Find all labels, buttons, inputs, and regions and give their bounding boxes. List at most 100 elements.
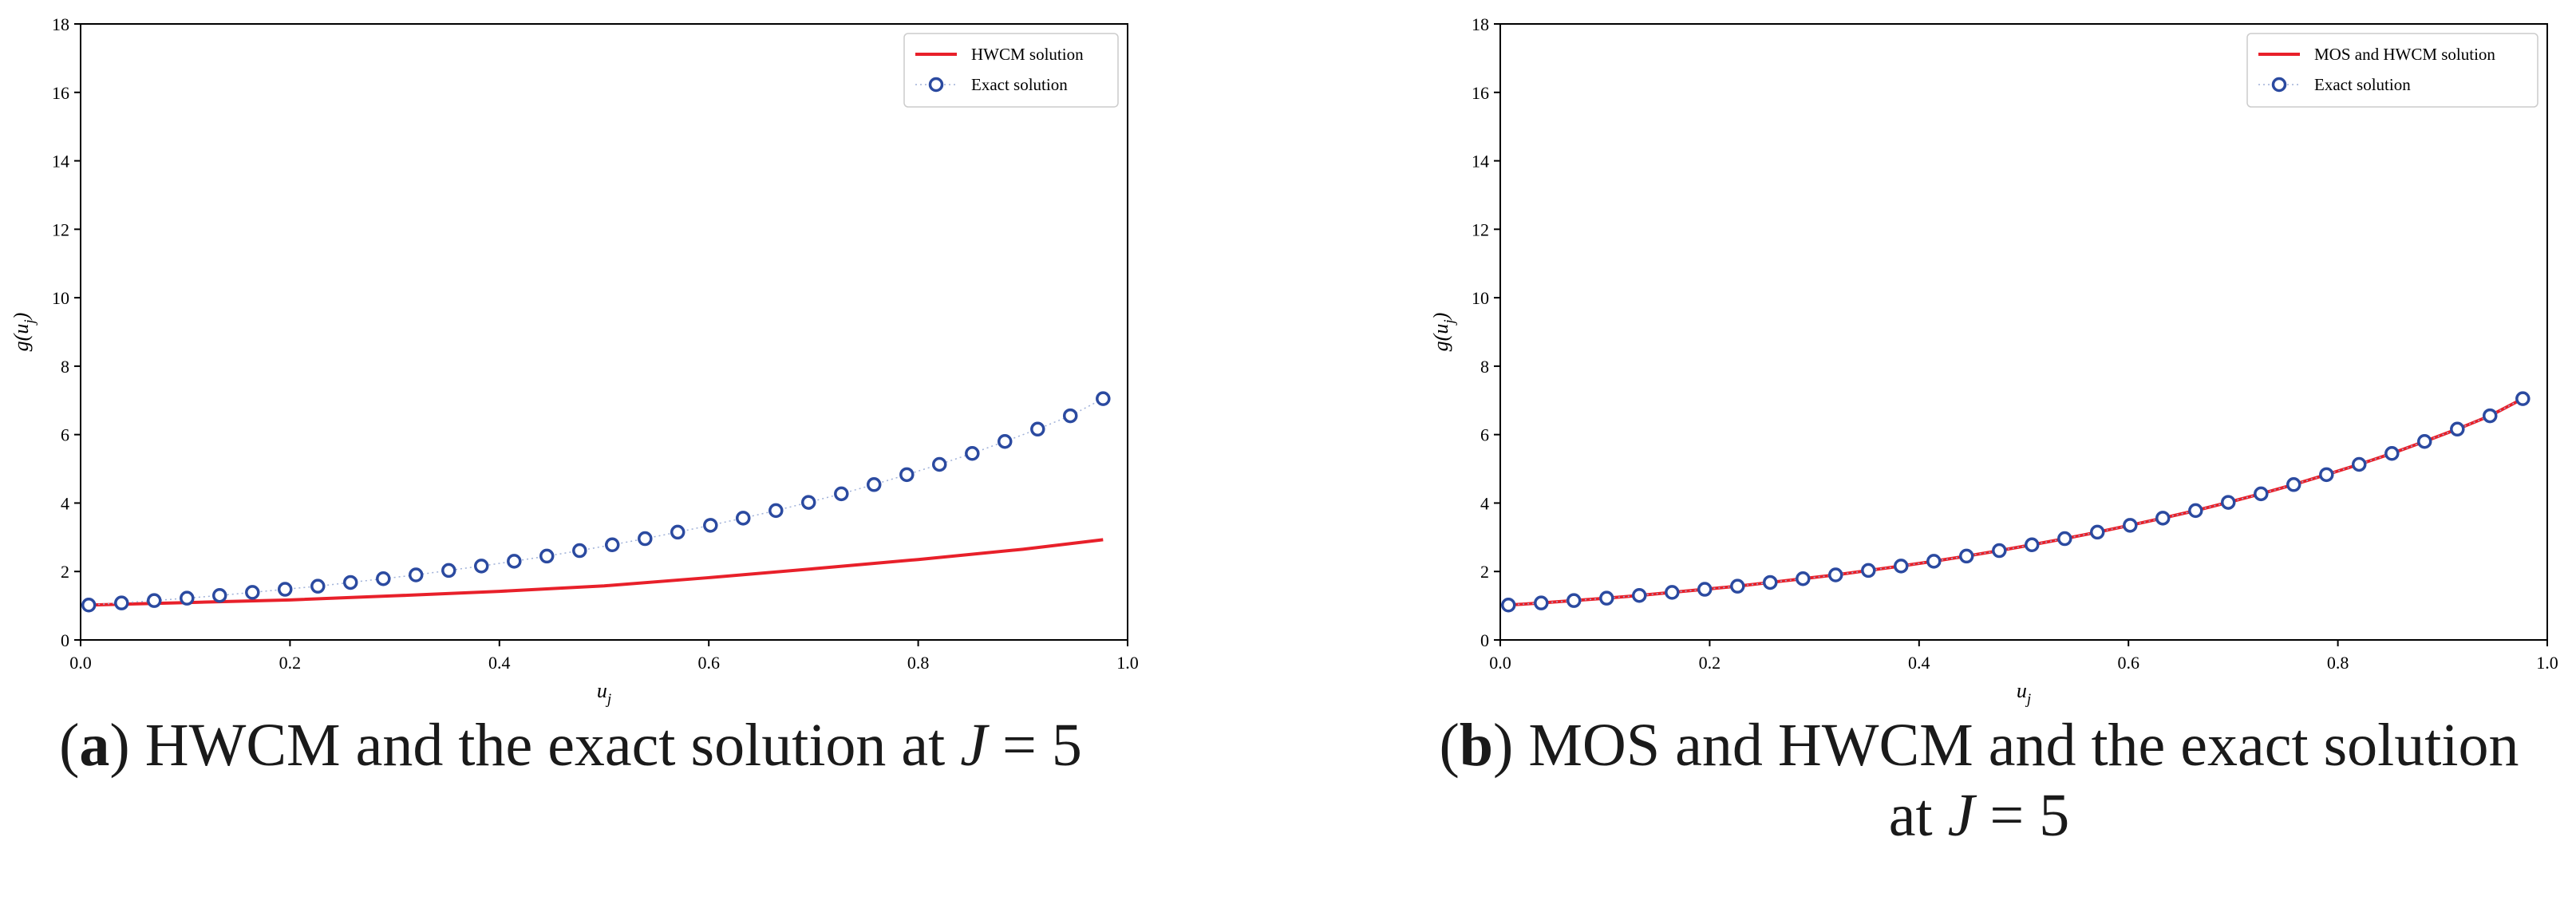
- panel-b-data-point: [2384, 446, 2400, 461]
- panel-b-y-tick-label: 8: [1480, 357, 1489, 377]
- panel-b-y-tick-label: 4: [1480, 493, 1489, 513]
- panel-a-data-point: [277, 582, 293, 597]
- panel-a-x-axis-label: uj: [597, 679, 611, 708]
- panel-b-data-point: [2254, 486, 2269, 502]
- panel-b-data-point: [1534, 595, 1549, 610]
- panel-b-data-point: [1992, 543, 2007, 559]
- panel-b-y-tick-label: 12: [1472, 219, 1489, 239]
- panel-a-y-tick-label: 12: [52, 219, 69, 239]
- panel-b-data-point: [1926, 554, 1942, 569]
- panel-a-data-point: [507, 554, 522, 569]
- panel-a-y-tick-label: 18: [52, 14, 69, 34]
- panel-a-y-tick-label: 14: [52, 152, 69, 172]
- panel-a-data-point: [1062, 408, 1078, 424]
- panel-a-x-tick-label: 1.0: [1116, 653, 1139, 673]
- caption-b-text-line1: MOS and HWCM and the exact solution: [1528, 712, 2519, 779]
- panel-a-data-point: [965, 446, 980, 461]
- panel-b-data-point: [2319, 467, 2334, 483]
- panel-a-data-point: [834, 486, 849, 502]
- panel-a-y-tick-label: 10: [52, 288, 69, 308]
- caption-a-text: HWCM and the exact solution at: [144, 712, 946, 779]
- panel-b-data-point: [2024, 537, 2040, 553]
- panel-b-legend-label: Exact solution: [2314, 75, 2411, 94]
- panel-a-x-tick-label: 0.2: [279, 653, 302, 673]
- panel-b-data-point: [1762, 575, 1778, 590]
- chart-panel-a: 0.0 0.2 0.4 0.6 0.8 1.0 0 2 4 6 8 10 12 14 16 18 uj g(uj)…: [10, 14, 1139, 708]
- panel-a-legend-label: Exact solution: [971, 75, 1068, 94]
- panel-b-data-point: [2351, 456, 2367, 472]
- panel-a-x-tick-label: 0.6: [697, 653, 720, 673]
- panel-b-x-axis-label: uj: [2017, 679, 2031, 708]
- panel-b-data-point: [1958, 548, 1974, 564]
- panel-b-data-point: [1827, 567, 1843, 582]
- panel-b-data-point: [2450, 421, 2465, 437]
- panel-a-legend: HWCM solution Exact solution: [903, 33, 1119, 108]
- panel-b-legend-label: MOS and HWCM solution: [2314, 45, 2495, 64]
- panel-b-data-point: [2155, 511, 2171, 526]
- panel-a-data-point: [81, 598, 97, 613]
- panel-a-x-tick-label: 0.4: [488, 653, 511, 673]
- panel-b-data-point: [1665, 585, 1680, 600]
- panel-b-x-tick-label: 1.0: [2536, 653, 2558, 673]
- panel-a-data-point: [638, 531, 653, 547]
- caption-b-label: b: [1459, 712, 1494, 779]
- panel-b-series-line: [1508, 397, 2524, 607]
- panel-a-data-point: [997, 433, 1013, 449]
- caption-a: (a) HWCM and the exact solution at J = 5: [59, 712, 1082, 779]
- caption-a-label: a: [79, 712, 110, 779]
- panel-a-data-point: [703, 518, 718, 533]
- panel-b-data-point: [2057, 531, 2072, 547]
- panel-a-y-tick-label: 8: [61, 357, 69, 377]
- panel-a-data-point: [1096, 391, 1111, 406]
- panel-b-data-point: [1730, 578, 1745, 594]
- panel-a-data-point: [245, 585, 260, 600]
- panel-b-data-point: [1566, 593, 1582, 608]
- panel-b-y-axis-label: g(uj): [1429, 313, 1458, 352]
- panel-a-data-point: [539, 548, 555, 564]
- caption-a-math: J: [960, 712, 988, 779]
- panel-a-y-tick-label: 16: [52, 83, 69, 103]
- panel-a-legend-box: [903, 33, 1119, 108]
- panel-b-x-tick-label: 0.0: [1489, 653, 1511, 673]
- panel-b-plot-frame: [1499, 23, 2548, 641]
- panel-a-series-dotted-line: [89, 397, 1104, 606]
- panel-b-x-tick-label: 0.8: [2327, 653, 2349, 673]
- panel-b-x-tick-label: 0.2: [1699, 653, 1721, 673]
- caption-b-text-line2: at: [1888, 782, 1933, 849]
- panel-a-data-point: [376, 571, 391, 586]
- panel-a-data-point: [342, 575, 358, 590]
- panel-a-data-point: [800, 495, 816, 510]
- panel-b-x-tick-label: 0.4: [1908, 653, 1930, 673]
- panel-b-legend-box: [2246, 33, 2538, 108]
- panel-a-data-point: [899, 467, 915, 483]
- panel-b-data-point: [2515, 391, 2531, 406]
- panel-b-data-point: [2416, 433, 2432, 449]
- panel-a-data-point: [1030, 421, 1045, 437]
- chart-panel-b: 0.0 0.2 0.4 0.6 0.8 1.0 0 2 4 6 8 10 12 14 16 18 uj g(uj)…: [1429, 14, 2558, 708]
- panel-a-data-point: [866, 477, 882, 492]
- panel-a-plot-frame: [80, 23, 1128, 641]
- panel-b-legend: MOS and HWCM solution Exact solution: [2246, 33, 2538, 108]
- panel-a-y-tick-label: 0: [61, 630, 69, 650]
- panel-a-data-point: [604, 537, 620, 553]
- panel-b-data-point: [1861, 563, 1876, 578]
- caption-a-eq: = 5: [1002, 712, 1082, 779]
- caption-b-math: J: [1947, 782, 1975, 849]
- panel-b-data-point: [1599, 590, 1614, 606]
- panel-a-data-point: [114, 595, 129, 610]
- panel-a-y-axis-label: g(uj): [10, 313, 38, 352]
- panel-a-data-point: [180, 590, 195, 606]
- panel-a-legend-label: HWCM solution: [971, 45, 1084, 64]
- panel-a-data-point: [670, 524, 685, 540]
- panel-b-data-point: [2123, 518, 2138, 533]
- panel-b-data-point: [2089, 524, 2105, 540]
- panel-a-data-point: [146, 593, 162, 608]
- panel-a-data-point: [768, 503, 784, 519]
- panel-a-data-point: [441, 563, 456, 578]
- panel-a-data-point: [572, 543, 587, 559]
- panel-b-series-dotted-line: [1508, 397, 2523, 606]
- panel-b-data-point: [1697, 582, 1713, 597]
- panel-b-data-point: [2286, 477, 2301, 492]
- panel-b-y-tick-label: 0: [1480, 630, 1489, 650]
- panel-a-data-point: [211, 587, 227, 603]
